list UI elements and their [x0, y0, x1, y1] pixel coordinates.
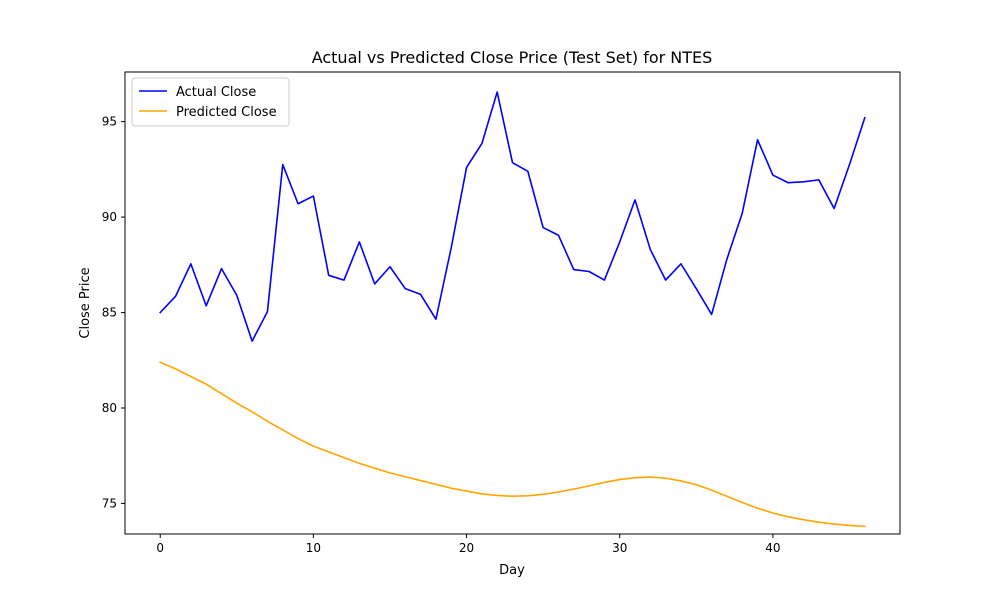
y-tick-label: 95	[102, 115, 117, 129]
plot-content	[159, 91, 866, 528]
y-tick-label: 90	[102, 210, 117, 224]
y-tick-label: 80	[102, 401, 117, 415]
legend: Actual Close Predicted Close	[131, 77, 290, 127]
x-axis: 0 10 20 30 40	[156, 534, 781, 555]
x-tick-label: 40	[765, 541, 780, 555]
plot-frame	[124, 71, 901, 535]
chart-title: Actual vs Predicted Close Price (Test Se…	[312, 48, 713, 67]
x-tick-label: 0	[156, 541, 164, 555]
y-axis: 75 80 85 90 95	[102, 115, 125, 510]
x-axis-label: Day	[499, 563, 525, 578]
x-tick-label: 30	[612, 541, 627, 555]
x-tick-label: 20	[459, 541, 474, 555]
y-axis-label: Close Price	[78, 267, 93, 338]
legend-label-predicted-close: Predicted Close	[176, 105, 277, 120]
y-tick-label: 75	[102, 496, 117, 510]
series-line-predicted-close	[159, 361, 866, 528]
y-tick-label: 85	[102, 306, 117, 320]
legend-box	[131, 77, 290, 127]
x-tick-label: 10	[306, 541, 321, 555]
series-line-actual-close	[159, 91, 866, 342]
legend-label-actual-close: Actual Close	[176, 85, 256, 100]
